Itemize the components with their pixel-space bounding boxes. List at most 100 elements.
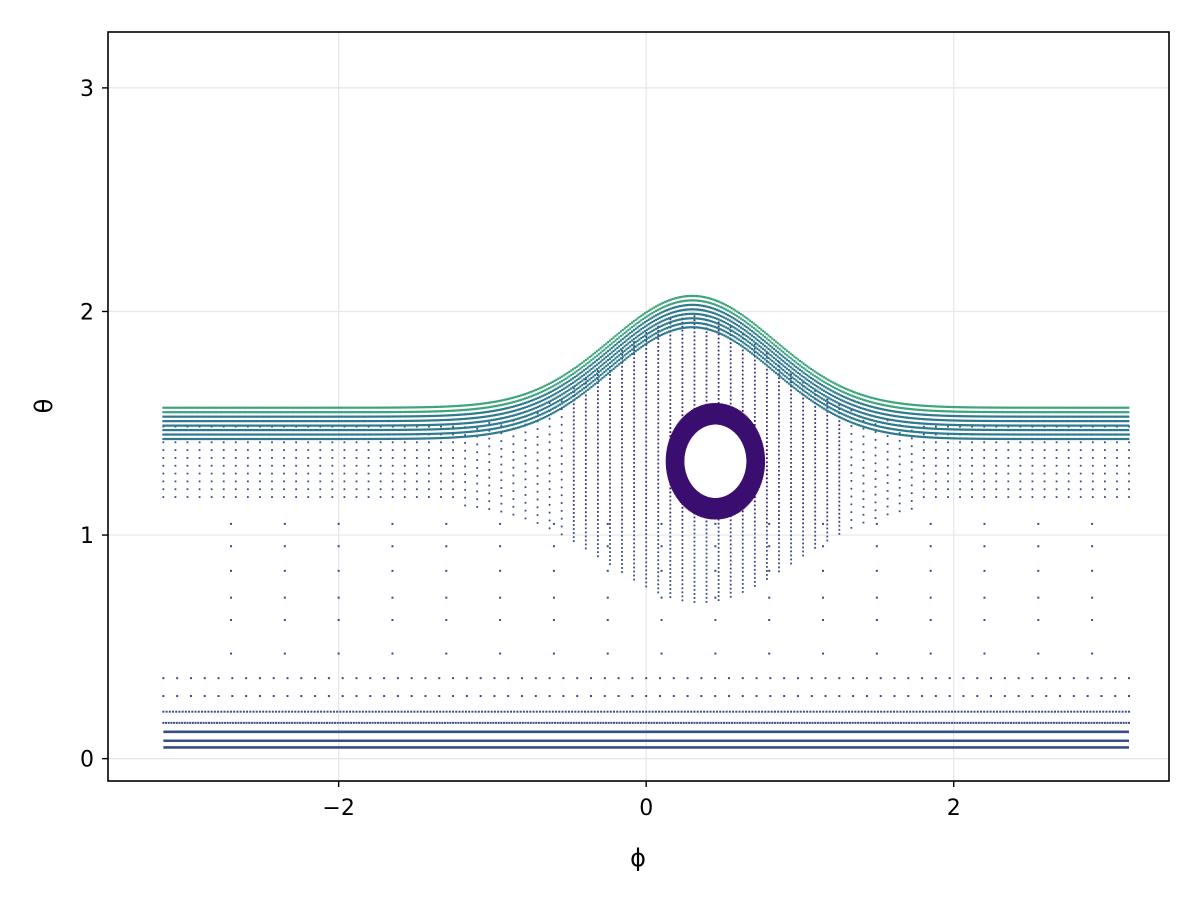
data-point bbox=[633, 482, 635, 484]
data-point bbox=[1107, 722, 1109, 724]
data-point bbox=[850, 480, 852, 482]
data-point bbox=[769, 695, 771, 697]
data-point bbox=[328, 695, 330, 697]
data-point bbox=[590, 677, 592, 679]
data-point bbox=[500, 471, 502, 473]
data-point bbox=[211, 722, 213, 724]
data-point bbox=[162, 695, 164, 697]
data-point bbox=[706, 339, 708, 341]
data-point bbox=[766, 530, 768, 532]
data-point bbox=[223, 457, 225, 459]
data-point bbox=[715, 722, 717, 724]
data-point bbox=[1128, 457, 1130, 459]
data-point bbox=[706, 368, 708, 370]
data-point bbox=[838, 428, 840, 430]
data-point bbox=[597, 535, 599, 537]
data-point bbox=[742, 559, 744, 561]
data-point bbox=[669, 508, 671, 510]
data-point bbox=[911, 722, 913, 724]
data-point bbox=[887, 459, 889, 461]
data-point bbox=[633, 502, 635, 504]
data-point bbox=[537, 428, 539, 430]
data-point bbox=[1031, 695, 1033, 697]
data-point bbox=[416, 473, 418, 475]
data-point bbox=[682, 398, 684, 400]
data-point bbox=[527, 722, 529, 724]
data-point bbox=[790, 542, 792, 544]
data-point bbox=[1044, 473, 1046, 475]
data-point bbox=[609, 475, 611, 477]
data-point bbox=[368, 465, 370, 467]
data-point bbox=[537, 514, 539, 516]
data-point bbox=[380, 441, 382, 443]
data-point bbox=[978, 722, 980, 724]
data-point bbox=[1021, 722, 1023, 724]
data-point bbox=[500, 440, 502, 442]
data-point bbox=[995, 473, 997, 475]
data-point bbox=[790, 390, 792, 392]
data-point bbox=[742, 575, 744, 577]
data-point bbox=[230, 545, 232, 547]
data-point bbox=[204, 711, 206, 713]
data-point bbox=[585, 539, 587, 541]
data-point bbox=[230, 619, 232, 621]
data-point bbox=[694, 549, 696, 551]
data-point bbox=[391, 570, 393, 572]
data-point bbox=[682, 599, 684, 601]
data-point bbox=[594, 711, 596, 713]
data-point bbox=[887, 451, 889, 453]
data-point bbox=[633, 402, 635, 404]
data-point bbox=[511, 722, 513, 724]
data-point bbox=[754, 388, 756, 390]
data-point bbox=[1114, 677, 1116, 679]
data-point bbox=[323, 722, 325, 724]
data-point bbox=[790, 406, 792, 408]
data-point bbox=[1007, 496, 1009, 498]
data-point bbox=[718, 342, 720, 344]
data-point bbox=[537, 491, 539, 493]
data-point bbox=[766, 473, 768, 475]
data-point bbox=[1068, 441, 1070, 443]
data-point bbox=[645, 525, 647, 527]
data-point bbox=[778, 546, 780, 548]
data-point bbox=[846, 722, 848, 724]
data-point bbox=[223, 465, 225, 467]
data-point bbox=[682, 410, 684, 412]
data-point bbox=[694, 561, 696, 563]
data-point bbox=[802, 514, 804, 516]
data-point bbox=[816, 711, 818, 713]
data-point bbox=[573, 504, 575, 506]
data-point bbox=[338, 597, 340, 599]
data-point bbox=[1031, 711, 1033, 713]
data-point bbox=[887, 482, 889, 484]
data-point bbox=[585, 415, 587, 417]
data-point bbox=[800, 711, 802, 713]
data-point bbox=[778, 446, 780, 448]
data-point bbox=[609, 515, 611, 517]
data-point bbox=[668, 711, 670, 713]
data-point bbox=[621, 450, 623, 452]
data-point bbox=[500, 495, 502, 497]
data-point bbox=[814, 470, 816, 472]
data-point bbox=[766, 453, 768, 455]
data-point bbox=[573, 419, 575, 421]
data-point bbox=[259, 449, 261, 451]
data-point bbox=[447, 722, 449, 724]
data-point bbox=[561, 424, 563, 426]
data-point bbox=[845, 711, 847, 713]
data-point bbox=[191, 711, 193, 713]
data-point bbox=[645, 412, 647, 414]
data-point bbox=[669, 512, 671, 514]
data-point bbox=[249, 711, 251, 713]
data-point bbox=[368, 711, 370, 713]
data-point bbox=[428, 441, 430, 443]
data-point bbox=[923, 441, 925, 443]
data-point bbox=[420, 722, 422, 724]
data-point bbox=[706, 581, 708, 583]
data-point bbox=[331, 441, 333, 443]
data-point bbox=[175, 457, 177, 459]
data-point bbox=[651, 722, 653, 724]
data-point bbox=[653, 722, 655, 724]
data-point bbox=[287, 677, 289, 679]
data-point bbox=[874, 711, 876, 713]
